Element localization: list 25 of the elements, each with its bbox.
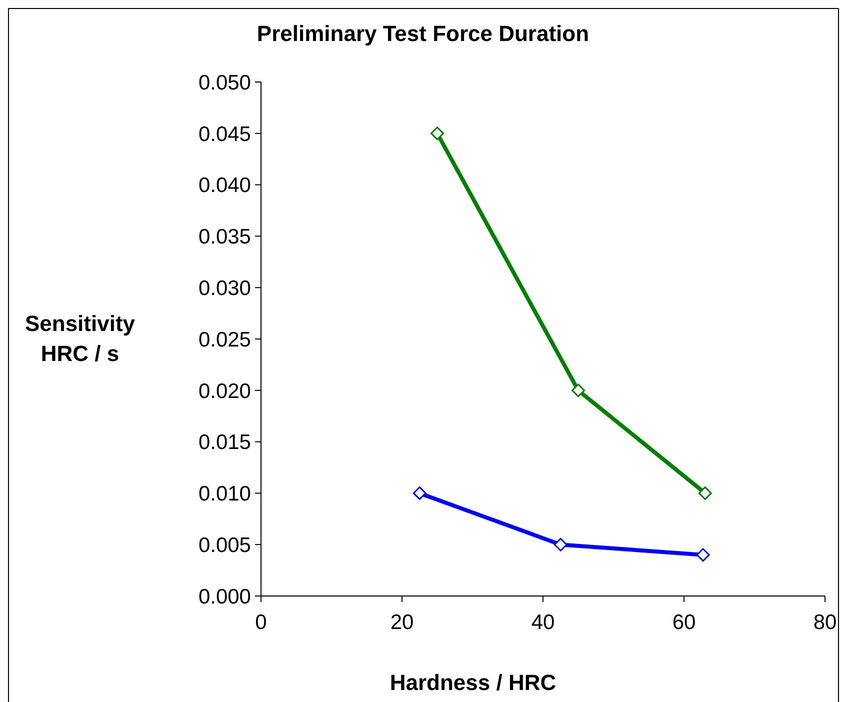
chart-title: Preliminary Test Force Duration [256,21,590,46]
point [696,548,710,562]
y-tick-label: 0.015 [198,431,251,454]
x-axis-title: Hardness / HRC [390,670,556,695]
y-tick-label: 0.045 [198,122,251,146]
point [430,126,444,140]
y-tick-label: 0.025 [198,328,251,352]
x-tick-label: 20 [390,611,414,634]
x-tick-label: 60 [672,611,696,634]
point [412,486,426,500]
y-tick-label: 0.000 [198,585,251,608]
x-tick-label: 40 [531,611,555,634]
y-tick-label: 0.020 [198,380,251,403]
x-tick-label: 80 [813,611,837,634]
y-tick-label: 0.040 [198,174,251,198]
y-tick-label: 0.005 [198,534,251,557]
y-tick-label: 0.030 [198,276,251,300]
y-tick-label: 0.050 [198,71,251,94]
y-tick-label: 0.035 [198,226,251,249]
y-axis-title: Sensitivity HRC / s [24,311,136,366]
point [698,486,712,500]
point [572,384,585,398]
x-tick-label: 0 [255,611,267,634]
y-tick-label: 0.010 [198,482,251,506]
point [554,538,568,552]
